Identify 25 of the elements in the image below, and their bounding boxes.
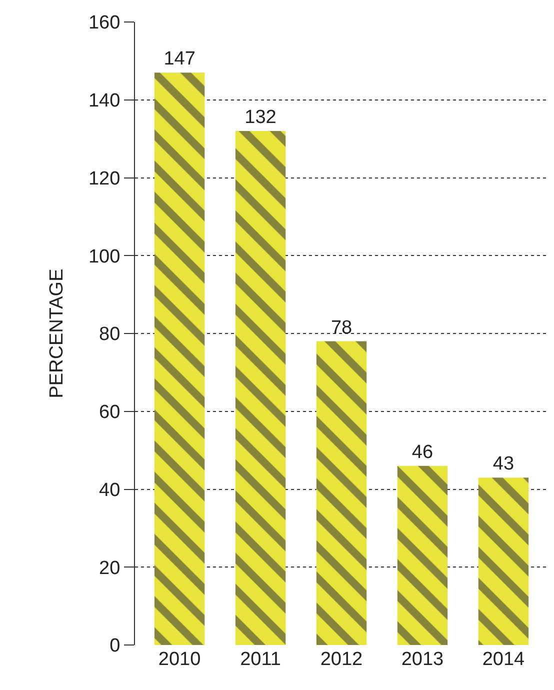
x-tick-label: 2014 — [482, 649, 526, 670]
y-tick-label: 160 — [88, 12, 120, 34]
data-label: 46 — [412, 442, 434, 463]
bar — [154, 72, 205, 645]
y-tick-label: 100 — [88, 246, 120, 268]
data-label: 147 — [164, 48, 196, 70]
y-tick-label: 140 — [88, 90, 120, 112]
y-axis-title: PERCENTAGE — [46, 268, 68, 398]
x-tick-label: 2012 — [320, 649, 363, 670]
bar — [235, 131, 286, 645]
data-label: 132 — [244, 107, 276, 128]
bar — [397, 466, 448, 645]
y-tick-label: 0 — [110, 636, 120, 657]
x-tick-label: 2011 — [240, 649, 281, 670]
y-tick-label: 20 — [99, 558, 120, 579]
bar — [478, 478, 529, 645]
y-tick-label: 40 — [99, 480, 120, 501]
x-tick-label: 2013 — [401, 649, 444, 670]
data-label: 43 — [492, 454, 514, 475]
x-tick-label: 2010 — [158, 649, 201, 670]
bar — [316, 341, 367, 645]
data-label: 78 — [330, 317, 352, 338]
y-tick-label: 80 — [99, 324, 120, 346]
y-tick-label: 120 — [88, 168, 120, 190]
y-tick-label: 60 — [99, 402, 120, 424]
